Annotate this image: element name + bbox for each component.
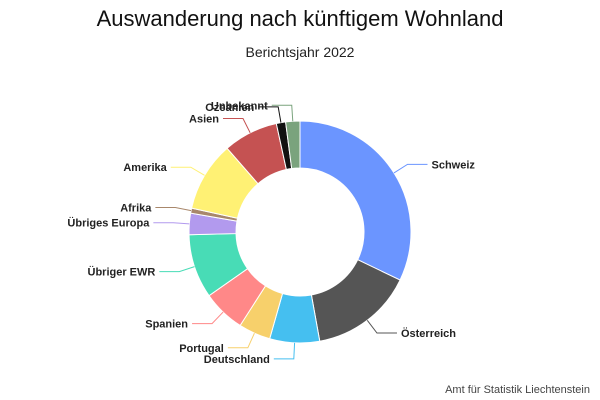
chart-title: Auswanderung nach künftigem Wohnland (96, 6, 504, 31)
leader-line-oesterreich (366, 319, 397, 334)
leader-line-asien (222, 118, 251, 134)
slice-label-deutschland: Deutschland (204, 354, 270, 366)
leader-line-ozeanien (258, 106, 282, 123)
leader-line-deutschland (273, 342, 296, 360)
leader-line-schweiz (393, 163, 428, 174)
leader-line-amerika (170, 166, 205, 176)
slice-label-afrika: Afrika (120, 203, 152, 215)
slice-label-oesterreich: Österreich (401, 327, 456, 340)
slice-label-spanien: Spanien (145, 319, 188, 331)
slice-label-portugal: Portugal (179, 343, 224, 355)
slice-label-schweiz: Schweiz (431, 159, 475, 171)
leader-line-spanien (192, 311, 224, 325)
slice-label-uebriges-europa: Übriges Europa (67, 217, 150, 230)
slice-label-ozeanien: Ozeanien (205, 102, 254, 114)
slice-label-uebriger-ewr: Übriger EWR (88, 266, 156, 279)
leader-line-uebriger-ewr (159, 266, 195, 273)
leader-line-uebriges-europa (153, 222, 190, 225)
slice-schweiz[interactable] (299, 120, 412, 281)
slice-label-asien: Asien (189, 114, 219, 126)
chart-subtitle: Berichtsjahr 2022 (245, 44, 355, 60)
leader-line-portugal (227, 333, 255, 349)
leader-line-unbekannt (271, 104, 294, 122)
slice-label-unbekannt: Unbekannt (211, 100, 268, 112)
slice-unbekannt[interactable] (285, 120, 301, 170)
slice-label-amerika: Amerika (123, 162, 167, 174)
leader-line-afrika (155, 207, 192, 212)
credit-text: Amt für Statistik Liechtenstein (445, 384, 590, 396)
